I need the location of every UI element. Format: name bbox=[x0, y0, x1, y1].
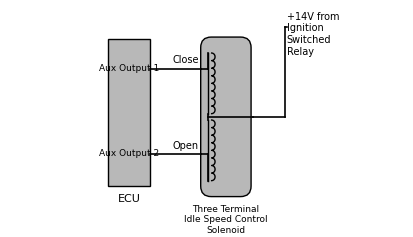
Text: Aux Output 1: Aux Output 1 bbox=[99, 64, 159, 73]
Text: Close: Close bbox=[172, 55, 198, 65]
FancyBboxPatch shape bbox=[108, 39, 150, 186]
Text: ECU: ECU bbox=[118, 195, 140, 205]
Text: Three Terminal
Idle Speed Control
Solenoid: Three Terminal Idle Speed Control Soleno… bbox=[184, 205, 267, 235]
Text: +14V from
Ignition
Switched
Relay: +14V from Ignition Switched Relay bbox=[286, 12, 338, 57]
FancyBboxPatch shape bbox=[200, 37, 250, 197]
Text: Open: Open bbox=[172, 141, 198, 151]
Text: Aux Output 2: Aux Output 2 bbox=[99, 149, 159, 158]
